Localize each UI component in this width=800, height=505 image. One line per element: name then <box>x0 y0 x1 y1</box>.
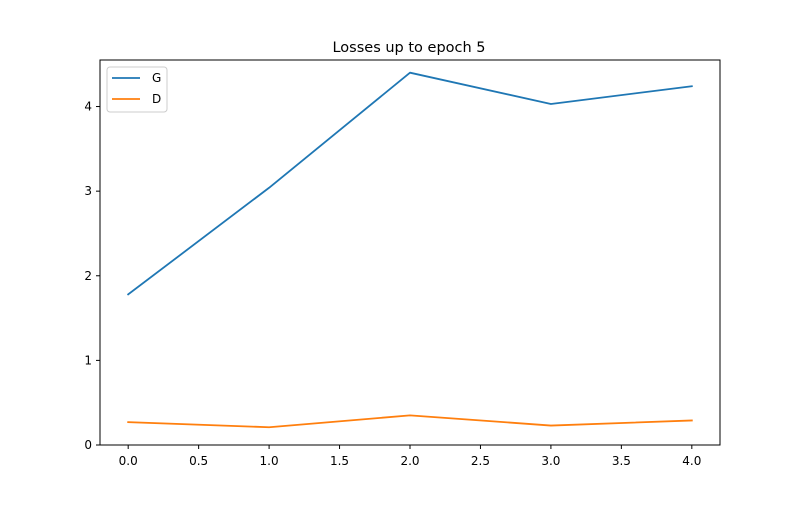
x-tick-label: 3.0 <box>541 454 560 468</box>
plot-area <box>99 59 721 446</box>
x-tick-label: 2.5 <box>471 454 490 468</box>
chart-title: Losses up to epoch 5 <box>332 40 485 56</box>
y-tick-label: 1 <box>84 353 92 367</box>
x-tick-label: 1.5 <box>330 454 349 468</box>
legend-label-G: G <box>152 71 161 85</box>
x-tick-label: 2.0 <box>400 454 419 468</box>
y-tick-label: 2 <box>84 269 92 283</box>
y-tick-label: 0 <box>84 438 92 452</box>
y-axis: 0 1 2 3 4 <box>84 100 100 452</box>
x-axis: 0.0 0.5 1.0 1.5 2.0 2.5 3.0 3.5 4.0 <box>119 445 701 468</box>
x-tick-label: 0.0 <box>119 454 138 468</box>
x-tick-label: 3.5 <box>612 454 631 468</box>
legend: GD <box>106 66 168 113</box>
y-tick-label: 4 <box>84 100 92 114</box>
series-line-D <box>127 414 693 429</box>
x-tick-label: 1.0 <box>260 454 279 468</box>
y-tick-label: 3 <box>84 184 92 198</box>
plot-frame <box>99 59 721 446</box>
x-tick-label: 4.0 <box>682 454 701 468</box>
legend-label-D: D <box>152 92 161 106</box>
x-tick-label: 0.5 <box>189 454 208 468</box>
series-line-G <box>126 71 693 296</box>
